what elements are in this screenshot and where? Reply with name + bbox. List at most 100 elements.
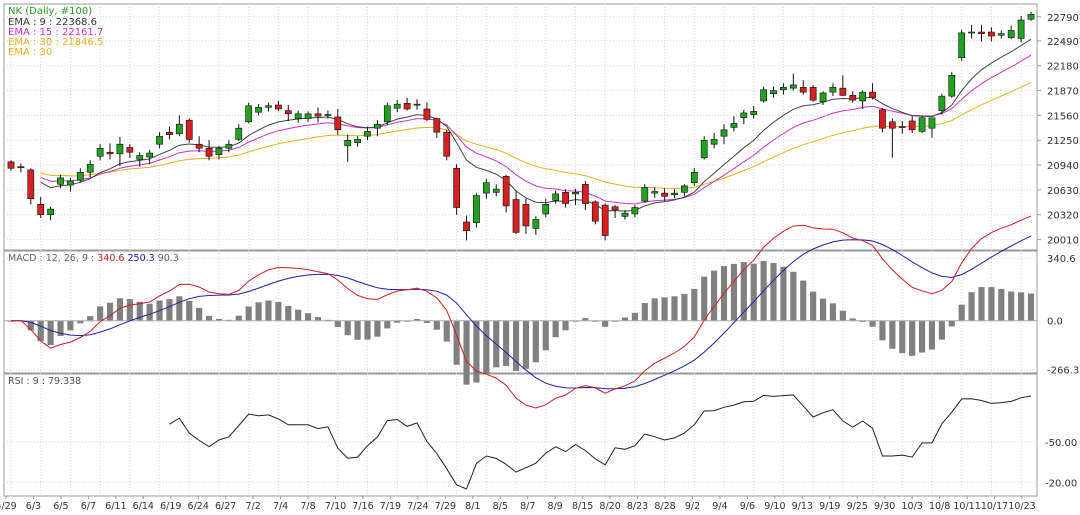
x-tick-label: 6/3 [26,501,41,511]
candle-body [671,192,678,196]
macd-histogram-bar [215,318,223,321]
candle-body [116,143,124,155]
candle-body [879,109,886,129]
x-tick-label: 6/7 [81,501,96,511]
x-tick-label: 6/19 [160,501,181,511]
macd-histogram-bar [819,298,827,321]
x-tick-label: 9/2 [685,501,700,511]
x-tick-label: 9/6 [740,501,755,511]
x-tick-label: 5/29 [0,501,17,511]
price-tick-label: 22790 [1047,13,1079,24]
macd-histogram-bar [691,288,698,321]
macd-histogram-bar [978,287,985,321]
macd-histogram-bar [305,313,312,321]
candle-body [720,129,728,137]
macd-histogram-bar [27,320,34,331]
legend-entry: EMA : 9 : 22368.6 [8,17,97,28]
x-tick-label: 7/24 [407,501,428,511]
x-tick-label: 6/5 [53,501,68,511]
macd-histogram-bar [602,320,609,327]
x-tick-label: 9/10 [764,501,785,511]
candle-body [730,123,738,128]
candle-body [37,204,45,216]
candle-body [225,143,233,149]
candle-body [453,167,461,208]
macd-histogram-bar [67,320,74,331]
candle-body [334,116,342,131]
candle-body [473,195,480,224]
candle-body [126,147,134,153]
macd-histogram-bar [671,296,678,321]
candle-body [324,114,332,116]
macd-histogram-bar [196,307,203,321]
candle-body [364,131,371,137]
macd-histogram-bar [522,320,530,369]
macd-histogram-bar [245,306,252,321]
candle-body [888,121,896,129]
candle-body [512,199,520,233]
macd-histogram-bar [621,317,629,321]
x-tick-label: 8/20 [599,501,620,511]
macd-histogram-bar [938,320,945,340]
macd-histogram-bar [265,300,272,321]
candle-body [1007,30,1015,38]
candle-body [294,113,302,119]
x-tick-label: 9/19 [819,501,840,511]
macd-histogram-bar [473,320,480,383]
candle-body [631,207,639,215]
x-tick-label: 6/11 [105,501,126,511]
macd-histogram-bar [503,320,510,367]
x-tick-label: 8/1 [465,501,480,511]
macd-histogram-bar [146,303,153,321]
candle-body [869,91,876,99]
macd-histogram-bar [770,262,777,321]
candle-body [265,105,272,108]
candle-body [433,118,441,133]
macd-histogram-bar [839,310,846,321]
candle-body [780,87,787,91]
legend-entry: EMA : 30 [8,47,52,58]
macd-histogram-bar [295,309,302,321]
candle-body [443,131,451,157]
price-tick-label: 20940 [1047,161,1079,172]
candle-body [7,161,15,169]
macd-histogram-bar [1018,292,1025,321]
ema30-line [40,81,1032,190]
macd-histogram-bar [374,320,381,337]
candle-body [156,135,163,145]
candle-body [17,166,25,168]
rsi-tick-label: -20.00 [1045,478,1077,489]
legend-entry: EMA : 30 : 21846.5 [8,37,103,48]
macd-tick-label: 340.6 [1047,254,1076,265]
x-tick-label: 10/11 [953,501,980,511]
candle-body [849,95,857,101]
macd-histogram-bar [37,320,44,342]
candle-body [988,31,995,37]
x-tick-label: 10/17 [981,501,1008,511]
price-tick-label: 20320 [1047,211,1079,222]
macd-histogram-bar [136,301,143,321]
candle-body [789,84,797,89]
candle-body [681,185,688,193]
candle-body [403,103,411,110]
candle-body [740,112,748,119]
macd-histogram-bar [97,306,104,321]
candle-body [859,91,867,102]
x-tick-label: 8/9 [548,501,563,511]
candle-body [690,171,698,183]
rsi-panel [3,373,1038,497]
candle-body [601,204,609,236]
candle-body [235,127,243,140]
macd-histogram-bar [631,312,638,321]
candle-body [661,192,668,197]
macd-histogram-bar [800,280,807,321]
macd-histogram-bar [47,320,54,346]
candle-body [809,87,817,101]
x-tick-label: 6/14 [133,501,154,511]
macd-histogram-bar [364,320,371,340]
macd-histogram-bar [968,292,975,321]
macd-histogram-bar [701,276,708,321]
candle-body [829,87,837,93]
candle-body [492,188,500,193]
macd-histogram-bar [235,315,242,321]
